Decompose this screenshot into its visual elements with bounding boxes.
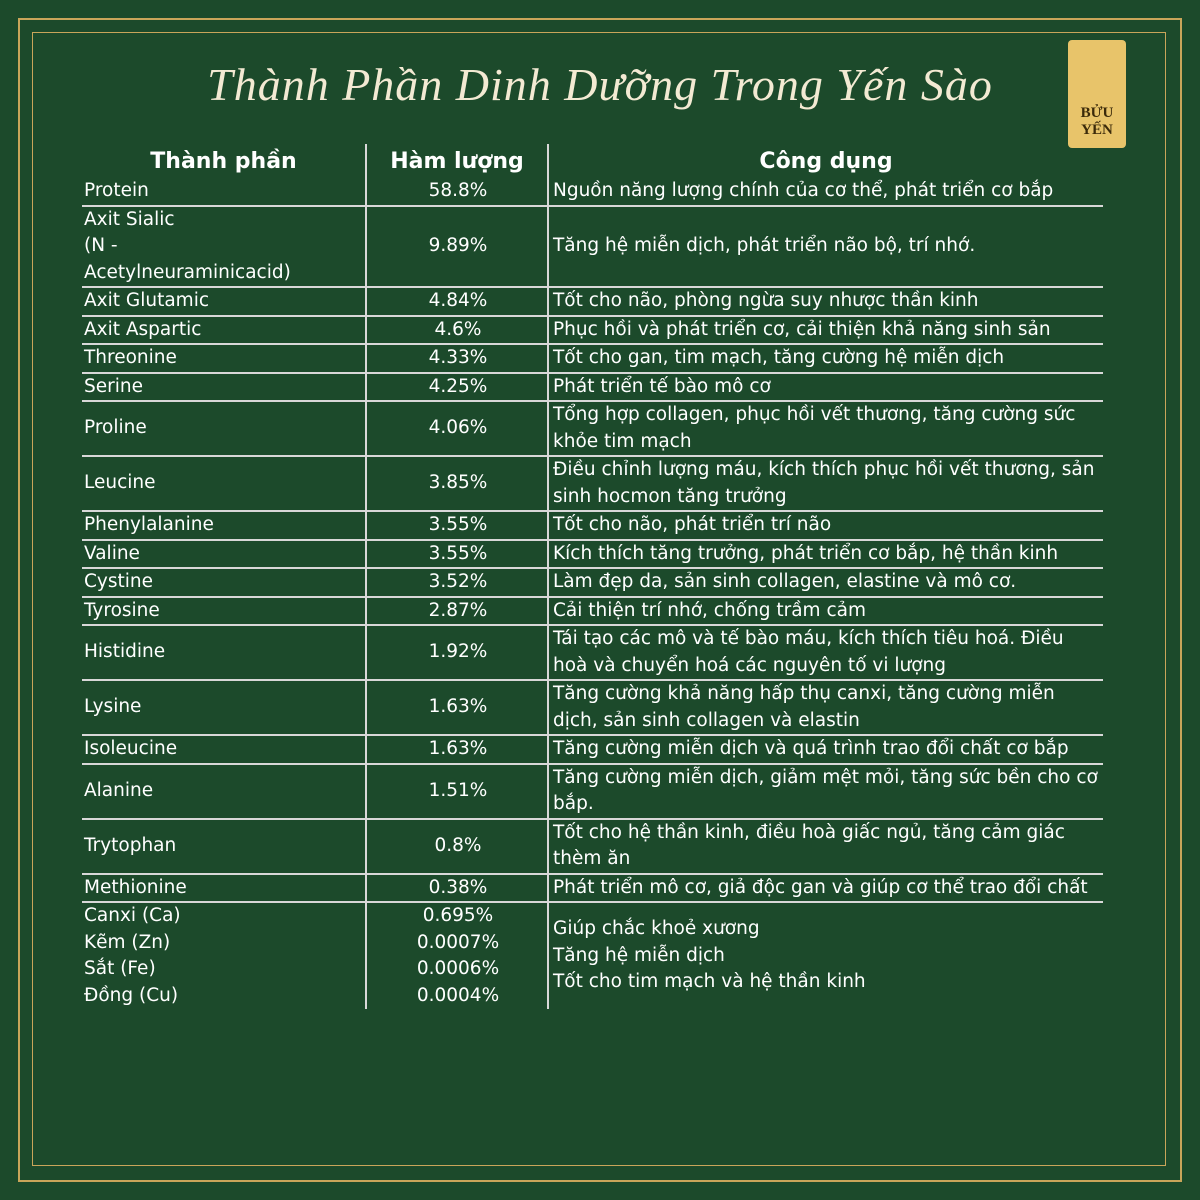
row: Phenylalanine 3.55% Tốt cho não, phát triể… <box>82 511 1103 541</box>
nutrient: Phenylalanine <box>82 511 366 541</box>
column-header: Công dụng <box>759 148 893 174</box>
nutrient: Kẽm (Zn) <box>84 931 171 953</box>
amount: 58.8% <box>365 178 549 207</box>
header-row: Thành phần Hàm lượng Công dụng <box>82 144 1103 178</box>
amount: 4.6% <box>365 315 549 345</box>
amount: 3.52% <box>365 568 549 598</box>
mineral-row: Sắt (Fe) 0.0006% <box>82 956 1103 983</box>
amount: 0.0006% <box>365 956 549 983</box>
row: Valine 3.55% Kích thích tăng trưởng, phát … <box>82 539 1103 569</box>
use: Tái tạo các mô và tế bào máu, kích thích… <box>548 625 1103 681</box>
use: Nguồn năng lượng chính của cơ thể, phát … <box>548 178 1103 207</box>
use: Tăng hệ miễn dịch, phát triển não bộ, tr… <box>548 205 1103 288</box>
row: Axit Sialic (N - Acetylneuraminicacid) 9.… <box>82 205 1103 288</box>
use: Tốt cho não, phát triển trí não <box>548 511 1103 541</box>
use: Tăng cường miễn dịch và quá trình trao đ… <box>548 735 1103 765</box>
row: Tyrosine 2.87% Cải thiện trí nhớ, chống tr… <box>82 596 1103 626</box>
row: Isoleucine 1.63% Tăng cường miễn dịch và q… <box>82 735 1103 765</box>
logo: BỬU YẾN <box>1068 40 1126 148</box>
column-header: Thành phần <box>150 148 297 174</box>
use-line: Tốt cho tim mạch và hệ thần kinh <box>553 971 866 993</box>
row: Threonine 4.33% Tốt cho gan, tim mạch, tăn… <box>82 344 1103 374</box>
nutrient: Leucine <box>82 456 366 512</box>
nutrient: Valine <box>82 539 366 569</box>
nutrient: Tyrosine <box>82 596 366 626</box>
nutrient: Axit Glutamic <box>82 287 366 317</box>
use: Tốt cho não, phòng ngừa suy nhược thần k… <box>548 287 1103 317</box>
amount: 2.87% <box>365 596 549 626</box>
row: Protein 58.8% Nguồn năng lượng chính của c… <box>82 178 1103 207</box>
amount: 4.06% <box>365 401 549 457</box>
use-line: Tăng hệ miễn dịch <box>553 944 725 966</box>
use: Tăng cường miễn dịch, giảm mệt mỏi, tăng… <box>548 763 1103 820</box>
nutrient: Serine <box>82 372 366 402</box>
nutrient: Axit Aspartic <box>82 315 366 345</box>
use: Làm đẹp da, sản sinh collagen, elastine … <box>548 568 1103 598</box>
use: Phát triển mô cơ, giả độc gan và giúp cơ… <box>548 873 1103 903</box>
amount: 0.695% <box>365 902 549 930</box>
nutrient: Protein <box>82 178 366 207</box>
amount: 3.85% <box>365 456 549 512</box>
column-header: Hàm lượng <box>365 144 549 178</box>
use: Cải thiện trí nhớ, chống trầm cảm <box>548 596 1103 626</box>
mineral-uses: Giúp chắc khoẻ xương Tăng hệ miễn dịch Tốt… <box>548 902 1103 1009</box>
use: Tổng hợp collagen, phục hồi vết thương, … <box>548 401 1103 457</box>
nutrient: Axit Sialic (N - Acetylneuraminicacid) <box>82 205 366 288</box>
table-body: Protein 58.8% Nguồn năng lượng chính của c… <box>82 178 1103 1009</box>
nutrient: Cystine <box>82 568 366 598</box>
row: Axit Aspartic 4.6% Phục hồi và phát triển … <box>82 315 1103 345</box>
nutrient: Alanine <box>82 763 366 820</box>
row: Cystine 3.52% Làm đẹp da, sản sinh collage… <box>82 568 1103 598</box>
inner-frame <box>32 32 1166 1166</box>
nutrient: Proline <box>82 401 366 457</box>
row: Methionine 0.38% Phát triển mô cơ, giả độc… <box>82 873 1103 903</box>
use: Tăng cường khả năng hấp thụ canxi, tăng … <box>548 680 1103 736</box>
mineral-row: Canxi (Ca) 0.695% Giúp chắc khoẻ xương Tăng… <box>82 902 1103 992</box>
amount: 3.55% <box>365 511 549 541</box>
mineral-row: Đồng (Cu) 0.0004% <box>82 982 1103 1009</box>
nutrient: Histidine <box>82 625 366 681</box>
amount: 0.0007% <box>365 929 549 956</box>
nutrient: Threonine <box>82 344 366 374</box>
amount: 0.38% <box>365 873 549 903</box>
row: Serine 4.25% Phát triển tế bào mô cơ <box>82 372 1103 402</box>
row: Histidine 1.92% Tái tạo các mô và tế bào m… <box>82 625 1103 681</box>
nutrient: Lysine <box>82 680 366 736</box>
amount: 0.8% <box>365 818 549 875</box>
nutrient: Canxi (Ca) <box>84 905 181 926</box>
nutrient: Methionine <box>82 873 366 903</box>
use: Điều chỉnh lượng máu, kích thích phục hồ… <box>548 456 1103 512</box>
amount: 0.0004% <box>365 982 549 1009</box>
use: Tốt cho hệ thần kinh, điều hoà giấc ngủ,… <box>548 818 1103 875</box>
use: Phát triển tế bào mô cơ <box>548 372 1103 402</box>
use: Phục hồi và phát triển cơ, cải thiện khả… <box>548 315 1103 345</box>
amount: 9.89% <box>365 205 549 288</box>
outer-frame <box>18 18 1182 1182</box>
use-line: Giúp chắc khoẻ xương <box>553 918 760 940</box>
mineral-row: Kẽm (Zn) 0.0007% <box>82 929 1103 956</box>
nutrient: Isoleucine <box>82 735 366 765</box>
nutrition-table: Thành phần Hàm lượng Công dụng Protein 58.8… <box>82 144 1103 1009</box>
row: Proline 4.06% Tổng hợp collagen, phục hồi … <box>82 401 1103 457</box>
row: Trytophan 0.8% Tốt cho hệ thần kinh, điều … <box>82 818 1103 875</box>
amount: 4.33% <box>365 344 549 374</box>
nutrient: Sắt (Fe) <box>84 958 156 979</box>
row: Leucine 3.85% Điều chỉnh lượng máu, kích t… <box>82 456 1103 512</box>
nutrient: Đồng (Cu) <box>84 984 179 1006</box>
amount: 1.51% <box>365 763 549 820</box>
use: Tốt cho gan, tim mạch, tăng cường hệ miễ… <box>548 344 1103 374</box>
amount: 4.25% <box>365 372 549 402</box>
nutrient: Trytophan <box>82 818 366 875</box>
amount: 1.92% <box>365 625 549 681</box>
use: Kích thích tăng trưởng, phát triển cơ bắ… <box>548 539 1103 569</box>
row: Alanine 1.51% Tăng cường miễn dịch, giảm m… <box>82 763 1103 820</box>
amount: 1.63% <box>365 680 549 736</box>
amount: 1.63% <box>365 735 549 765</box>
amount: 3.55% <box>365 539 549 569</box>
amount: 4.84% <box>365 287 549 317</box>
row: Lysine 1.63% Tăng cường khả năng hấp thụ c… <box>82 680 1103 736</box>
title: Thành Phần Dinh Dưỡng Trong Yến Sào <box>207 59 993 110</box>
row: Axit Glutamic 4.84% Tốt cho não, phòng ngừ… <box>82 287 1103 317</box>
